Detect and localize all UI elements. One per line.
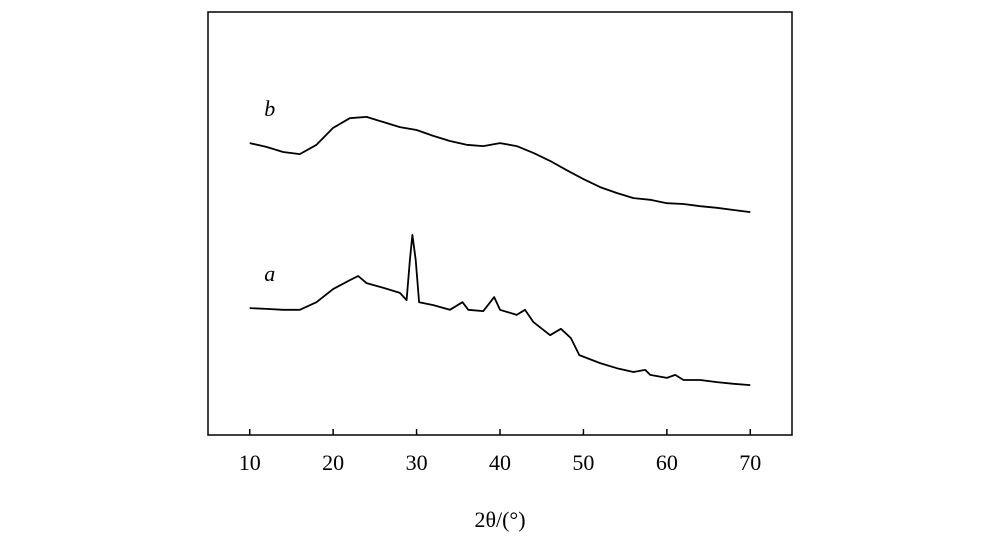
series-label: a: [264, 261, 275, 286]
plot-frame: [207, 11, 793, 436]
x-tick-label: 10: [239, 450, 261, 475]
x-tick-label: 30: [406, 450, 428, 475]
series-label: b: [264, 96, 275, 121]
x-tick-label: 40: [489, 450, 511, 475]
x-tick-label: 70: [739, 450, 761, 475]
x-axis-label: 2θ/(°): [474, 507, 525, 532]
line: [249, 116, 751, 213]
line: [249, 234, 751, 386]
x-tick-label: 20: [322, 450, 344, 475]
x-tick-label: 50: [572, 450, 594, 475]
x-tick-label: 60: [656, 450, 678, 475]
